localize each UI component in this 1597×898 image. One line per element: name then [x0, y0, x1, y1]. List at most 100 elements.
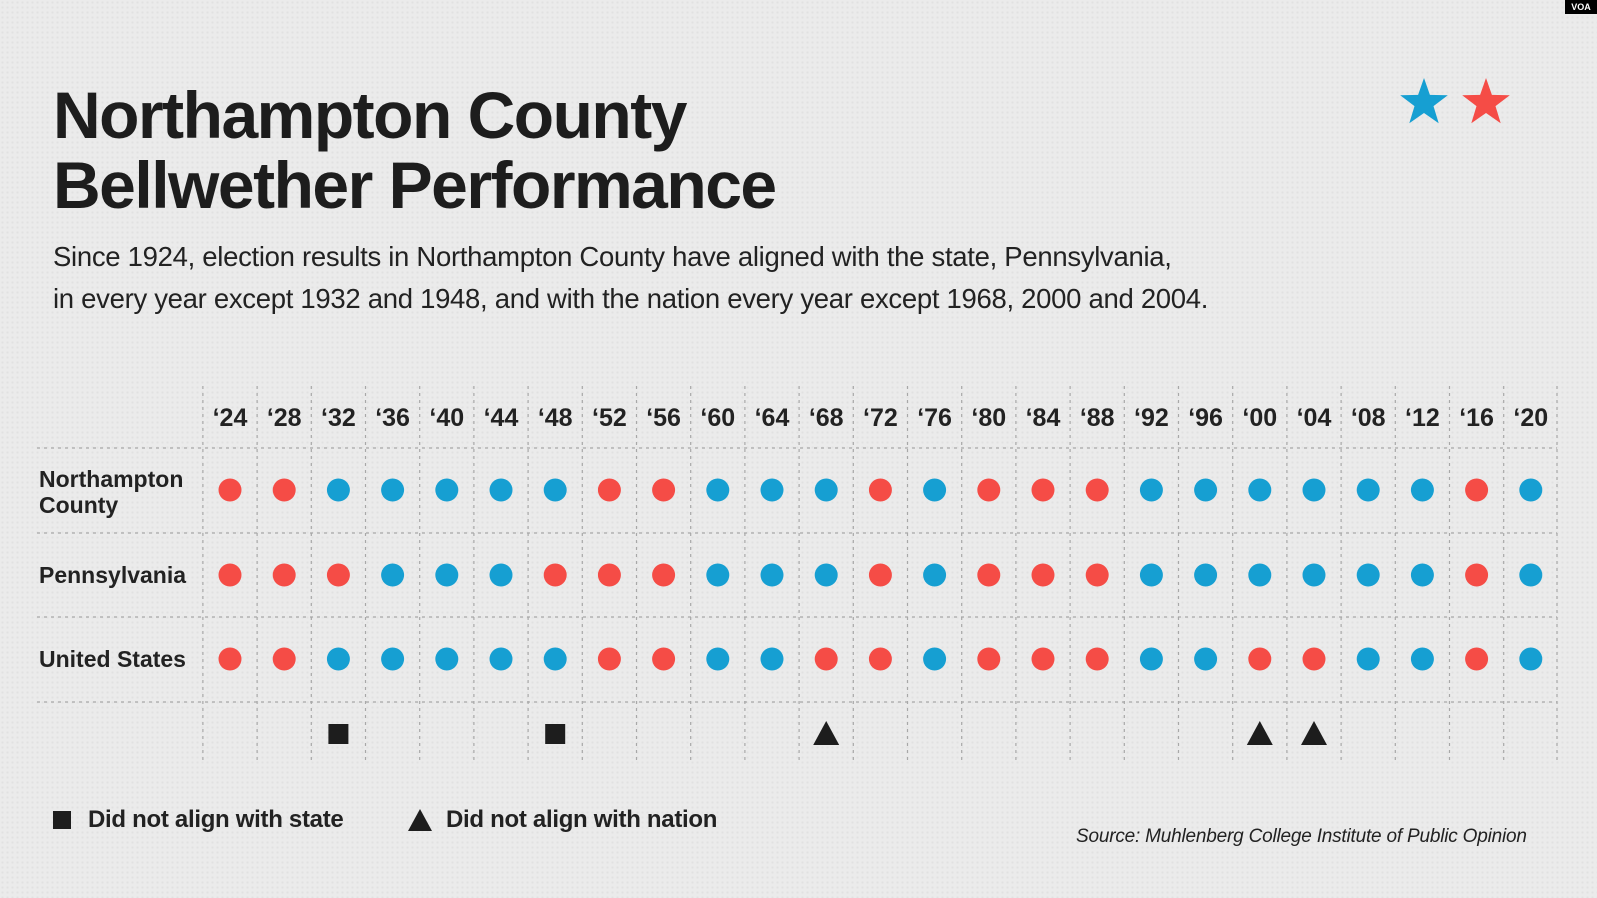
result-dot: [1248, 478, 1272, 502]
result-dot: [1085, 563, 1109, 587]
result-dot: [543, 478, 567, 502]
year-label: ‘24: [213, 404, 248, 432]
year-label: ‘44: [484, 404, 519, 432]
year-label: ‘68: [809, 404, 844, 432]
year-label: ‘92: [1134, 404, 1169, 432]
year-label: ‘60: [700, 404, 735, 432]
title-line-2: Bellwether Performance: [53, 148, 777, 222]
result-dot: [435, 478, 459, 502]
result-dot: [977, 478, 1001, 502]
result-dot: [1465, 478, 1489, 502]
year-label: ‘28: [267, 404, 302, 432]
result-dot: [597, 478, 621, 502]
legend-nation: Did not align with nation: [408, 806, 717, 834]
result-dot: [1194, 647, 1218, 671]
result-dot: [1356, 563, 1380, 587]
year-label: ‘08: [1351, 404, 1386, 432]
result-dot: [706, 478, 730, 502]
year-label: ‘88: [1080, 404, 1115, 432]
result-dot: [1031, 563, 1055, 587]
result-dot: [1519, 563, 1543, 587]
row-label: Pennsylvania: [39, 562, 186, 588]
result-dot: [1410, 563, 1434, 587]
result-dot: [489, 563, 513, 587]
result-dot: [543, 647, 567, 671]
result-dot: [652, 478, 676, 502]
result-dot: [814, 647, 838, 671]
result-dot: [923, 647, 947, 671]
result-dots: [218, 478, 1543, 671]
year-label: ‘00: [1242, 404, 1277, 432]
result-dot: [326, 647, 350, 671]
misalignment-markers: [328, 721, 1327, 745]
result-dot: [977, 563, 1001, 587]
result-dot: [1356, 478, 1380, 502]
result-dot: [977, 647, 1001, 671]
result-dot: [1194, 478, 1218, 502]
result-dot: [1519, 478, 1543, 502]
row-labels: Northampton County Pennsylvania United Stat…: [39, 466, 186, 672]
result-dot: [597, 563, 621, 587]
nation-misalign-marker: [813, 721, 840, 745]
result-dot: [1139, 563, 1163, 587]
result-dot: [1085, 478, 1109, 502]
result-dot: [1519, 647, 1543, 671]
result-dot: [1139, 647, 1163, 671]
year-label: ‘16: [1459, 404, 1494, 432]
result-dot: [489, 478, 513, 502]
result-dot: [1356, 647, 1380, 671]
result-dot: [1302, 478, 1326, 502]
year-label: ‘48: [538, 404, 573, 432]
red-star-icon: [1462, 78, 1510, 124]
result-dot: [1031, 478, 1055, 502]
result-dot: [814, 478, 838, 502]
legend-state-label: Did not align with state: [88, 806, 344, 833]
result-dot: [489, 647, 513, 671]
square-icon: [53, 811, 71, 829]
result-dot: [1139, 478, 1163, 502]
result-dot: [1410, 478, 1434, 502]
result-dot: [706, 563, 730, 587]
result-dot: [326, 563, 350, 587]
year-label: ‘04: [1297, 404, 1332, 432]
result-dot: [1248, 563, 1272, 587]
result-dot: [272, 563, 296, 587]
voa-badge: VOA: [1565, 0, 1597, 14]
year-label: ‘64: [755, 404, 790, 432]
result-dot: [218, 478, 242, 502]
result-dot: [1194, 563, 1218, 587]
result-dot: [652, 647, 676, 671]
result-dot: [1465, 563, 1489, 587]
title-line-1: Northampton County: [53, 78, 687, 152]
result-dot: [597, 647, 621, 671]
year-label: ‘52: [592, 404, 627, 432]
result-dot: [1031, 647, 1055, 671]
result-dot: [1085, 647, 1109, 671]
blue-star-icon: [1400, 78, 1448, 124]
stars-decoration: [1400, 78, 1510, 124]
result-dot: [1410, 647, 1434, 671]
nation-misalign-marker: [1246, 721, 1273, 745]
result-dot: [1302, 647, 1326, 671]
row-label: Northampton County: [39, 466, 183, 518]
result-dot: [760, 563, 784, 587]
result-dot: [326, 478, 350, 502]
result-dot: [1465, 647, 1489, 671]
result-dot: [272, 478, 296, 502]
result-dot: [760, 478, 784, 502]
year-label: ‘40: [429, 404, 464, 432]
year-label: ‘36: [375, 404, 410, 432]
result-dot: [435, 647, 459, 671]
result-dot: [868, 478, 892, 502]
triangle-icon: [408, 809, 432, 831]
row-label: United States: [39, 646, 186, 672]
result-dot: [218, 647, 242, 671]
result-dot: [381, 563, 405, 587]
chart-subtitle: Since 1924, election results in Northamp…: [53, 236, 1353, 320]
result-dot: [435, 563, 459, 587]
result-dot: [1248, 647, 1272, 671]
year-label: ‘56: [646, 404, 681, 432]
result-dot: [652, 563, 676, 587]
result-dot: [868, 647, 892, 671]
